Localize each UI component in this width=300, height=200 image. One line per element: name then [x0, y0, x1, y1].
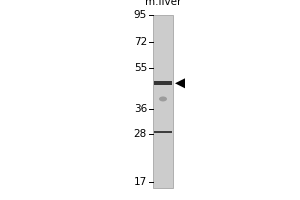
Text: 72: 72 — [134, 37, 147, 47]
Text: 17: 17 — [134, 177, 147, 187]
Text: 55: 55 — [134, 63, 147, 73]
Bar — [154, 131, 172, 133]
Text: m.liver: m.liver — [145, 0, 181, 7]
Ellipse shape — [159, 96, 167, 101]
Text: 28: 28 — [134, 129, 147, 139]
Text: 95: 95 — [134, 10, 147, 20]
Bar — [154, 81, 172, 85]
Text: 36: 36 — [134, 104, 147, 114]
Bar — [153, 15, 173, 188]
Polygon shape — [175, 78, 185, 88]
